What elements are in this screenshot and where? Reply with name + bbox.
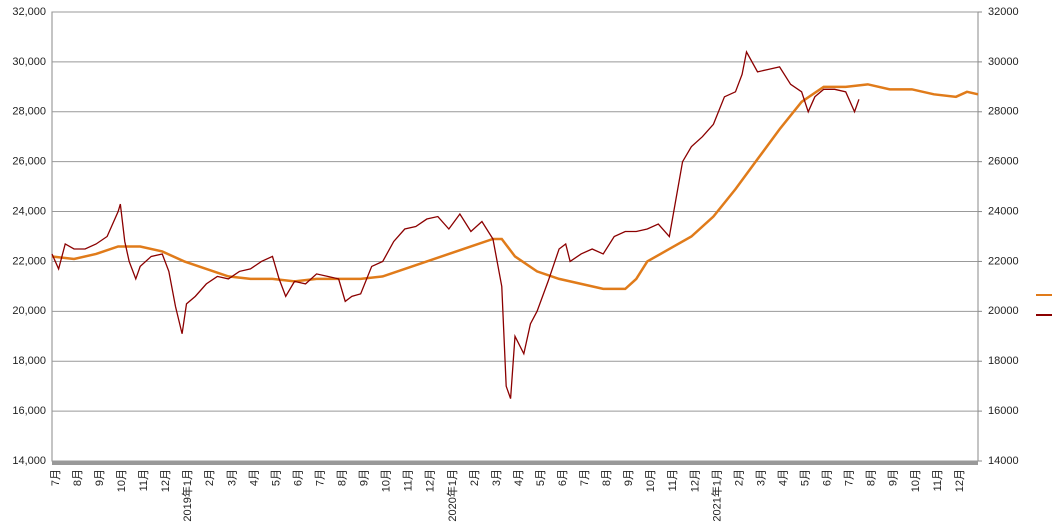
y-tick-label: 24,000 bbox=[12, 205, 46, 217]
x-tick-label: 9月 bbox=[623, 469, 635, 486]
x-tick-label: 2月 bbox=[469, 469, 481, 486]
x-tick-label: 2021年1月 bbox=[709, 469, 723, 522]
y2-tick-label: 26000 bbox=[988, 156, 1019, 168]
x-tick-label: 11月 bbox=[403, 469, 415, 491]
x-tick-label: 10月 bbox=[116, 469, 128, 492]
x-tick-label: 2月 bbox=[733, 469, 745, 486]
y-tick-label: 16,000 bbox=[12, 405, 46, 417]
y2-tick-label: 14000 bbox=[988, 455, 1019, 467]
y2-tick-label: 18000 bbox=[988, 355, 1019, 367]
x-tick-label: 9月 bbox=[94, 469, 106, 486]
x-tick-label: 3月 bbox=[755, 469, 767, 486]
x-tick-label: 7月 bbox=[579, 469, 591, 486]
y-tick-label: 28,000 bbox=[12, 106, 46, 118]
x-tick-label: 2月 bbox=[204, 469, 216, 486]
x-tick-label: 6月 bbox=[822, 469, 834, 486]
x-tick-label: 2019年1月 bbox=[180, 469, 194, 522]
x-tick-label: 10月 bbox=[381, 469, 393, 492]
y2-tick-label: 24000 bbox=[988, 205, 1019, 217]
x-tick-label: 8月 bbox=[601, 469, 613, 486]
x-tick-label: 11月 bbox=[932, 469, 944, 491]
x-tick-label: 3月 bbox=[226, 469, 238, 486]
x-tick-label: 4月 bbox=[513, 469, 525, 486]
x-tick-label: 12月 bbox=[954, 469, 966, 492]
x-tick-label: 5月 bbox=[800, 469, 812, 486]
x-tick-label: 9月 bbox=[359, 469, 371, 486]
y-tick-label: 20,000 bbox=[12, 305, 46, 317]
y2-tick-label: 28000 bbox=[988, 106, 1019, 118]
y2-tick-label: 32000 bbox=[988, 6, 1019, 18]
x-tick-label: 5月 bbox=[270, 469, 282, 486]
x-tick-label: 3月 bbox=[491, 469, 503, 486]
y-tick-label: 22,000 bbox=[12, 255, 46, 267]
x-tick-label: 4月 bbox=[248, 469, 260, 486]
series-line bbox=[51, 83, 979, 291]
x-tick-label: 6月 bbox=[557, 469, 569, 486]
x-tick-label: 11月 bbox=[138, 469, 150, 491]
x-tick-label: 4月 bbox=[777, 469, 789, 486]
y2-tick-label: 22000 bbox=[988, 255, 1019, 267]
y2-tick-label: 20000 bbox=[988, 305, 1019, 317]
x-tick-label: 5月 bbox=[535, 469, 547, 486]
x-tick-label: 8月 bbox=[866, 469, 878, 486]
x-axis-band bbox=[52, 461, 978, 465]
x-tick-label: 11月 bbox=[667, 469, 679, 491]
y-tick-label: 26,000 bbox=[12, 156, 46, 168]
x-tick-label: 12月 bbox=[425, 469, 437, 492]
y-tick-label: 18,000 bbox=[12, 355, 46, 367]
y-tick-label: 32,000 bbox=[12, 6, 46, 18]
x-tick-label: 12月 bbox=[689, 469, 701, 492]
x-tick-label: 10月 bbox=[910, 469, 922, 492]
series-line bbox=[51, 50, 860, 399]
x-tick-label: 12月 bbox=[160, 469, 172, 492]
x-tick-label: 8月 bbox=[72, 469, 84, 486]
x-tick-label: 10月 bbox=[645, 469, 657, 492]
x-tick-label: 6月 bbox=[292, 469, 304, 486]
x-tick-label: 7月 bbox=[50, 469, 62, 486]
x-tick-label: 2020年1月 bbox=[445, 469, 459, 522]
x-tick-label: 9月 bbox=[888, 469, 900, 486]
x-tick-label: 7月 bbox=[844, 469, 856, 486]
plot-frame bbox=[51, 11, 979, 462]
y2-tick-label: 16000 bbox=[988, 405, 1019, 417]
x-tick-label: 8月 bbox=[337, 469, 349, 486]
y-tick-label: 14,000 bbox=[12, 455, 46, 467]
y2-tick-label: 30000 bbox=[988, 56, 1019, 68]
y-tick-label: 30,000 bbox=[12, 56, 46, 68]
x-tick-label: 7月 bbox=[314, 469, 326, 486]
